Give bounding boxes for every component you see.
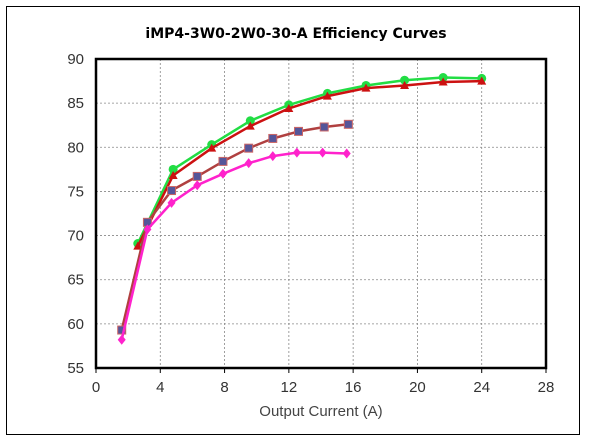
data-point xyxy=(292,147,301,158)
data-point xyxy=(167,186,177,196)
data-point xyxy=(245,121,255,130)
data-point xyxy=(143,224,152,235)
data-point xyxy=(284,103,294,112)
x-tick-label: 16 xyxy=(345,379,362,396)
x-tick-label: 20 xyxy=(409,379,426,396)
y-tick-label: 60 xyxy=(67,316,84,333)
y-tick-label: 65 xyxy=(67,272,84,289)
data-point xyxy=(245,116,255,126)
series-line xyxy=(120,151,347,340)
data-point xyxy=(322,91,332,100)
data-point xyxy=(167,197,176,208)
data-point xyxy=(117,334,126,345)
data-point xyxy=(268,133,278,143)
x-tick-label: 4 xyxy=(156,379,164,396)
series-4 xyxy=(117,147,351,345)
data-point xyxy=(294,126,303,136)
series-2 xyxy=(133,76,487,250)
data-point xyxy=(192,171,202,181)
data-point xyxy=(342,148,351,159)
data-point xyxy=(400,80,410,89)
data-point xyxy=(168,171,178,180)
data-point xyxy=(343,119,353,129)
data-point xyxy=(218,156,228,166)
series-line xyxy=(120,123,349,331)
data-point xyxy=(361,83,371,92)
data-point xyxy=(133,241,143,250)
chart-title: iMP4-3W0-2W0-30-A Efficiency Curves xyxy=(145,26,446,42)
data-point xyxy=(207,143,217,152)
x-axis-title: Output Current (A) xyxy=(259,403,382,420)
y-tick-label: 75 xyxy=(67,183,84,200)
data-point xyxy=(318,147,327,158)
data-point xyxy=(268,151,277,162)
x-tick-label: 24 xyxy=(473,379,490,396)
x-tick-label: 8 xyxy=(220,379,228,396)
y-tick-label: 90 xyxy=(67,51,84,68)
data-point xyxy=(193,180,202,191)
series-line xyxy=(136,76,482,245)
data-point xyxy=(218,168,227,179)
series-line xyxy=(136,79,482,247)
y-tick-label: 70 xyxy=(67,228,84,245)
data-point xyxy=(319,122,329,132)
plot-border xyxy=(94,57,548,370)
x-tick-label: 0 xyxy=(92,379,100,396)
data-point xyxy=(244,143,254,153)
grid xyxy=(95,58,547,373)
x-tick-label: 12 xyxy=(281,379,298,396)
data-point xyxy=(477,76,487,85)
data-point xyxy=(244,158,253,169)
data-point xyxy=(117,325,127,335)
x-tick-label: 28 xyxy=(538,379,555,396)
y-tick-label: 85 xyxy=(67,95,84,112)
series-3 xyxy=(117,119,353,335)
y-tick-label: 80 xyxy=(67,139,84,156)
series-layer xyxy=(117,73,487,345)
data-point xyxy=(400,75,410,85)
data-point xyxy=(438,77,448,86)
y-tick-label: 55 xyxy=(67,360,84,377)
series-1 xyxy=(133,73,487,249)
tick-labels: 55 60 65 70 75 80 85 90 0 4 8 12 16 20 24 28 xyxy=(67,51,554,396)
data-point xyxy=(168,164,178,174)
